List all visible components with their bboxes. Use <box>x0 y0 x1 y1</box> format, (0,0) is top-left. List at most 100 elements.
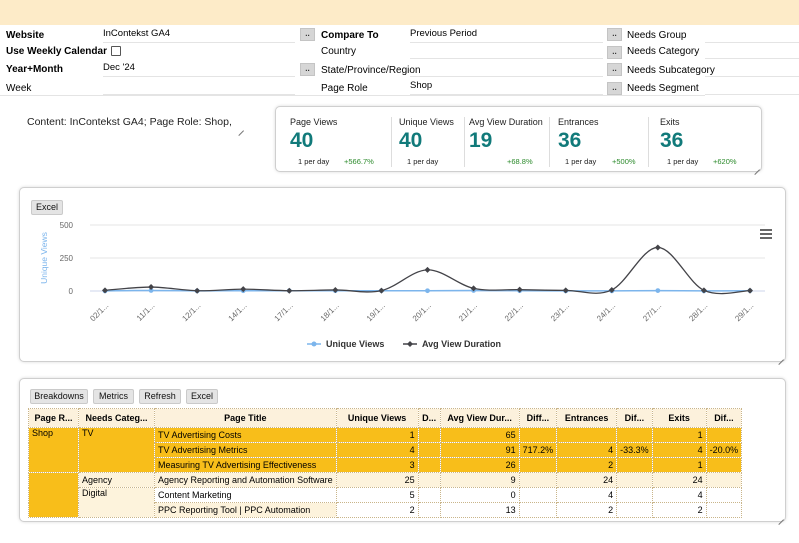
needs-segment-label: Needs Segment <box>627 83 699 94</box>
cell-unique-views: 2 <box>335 502 419 518</box>
cell-page-title: PPC Reporting Tool | PPC Automation <box>154 502 337 518</box>
weekly-calendar-checkbox[interactable] <box>111 46 121 56</box>
grid-excel-button[interactable]: Excel <box>186 389 218 404</box>
kpi-exits: Exits 36 1 per day +620% <box>660 117 750 175</box>
chart-resize-handle[interactable] <box>777 353 784 360</box>
table-row[interactable]: Digital Content Marketing 5 0 4 4 <box>29 487 743 518</box>
country-field[interactable] <box>410 43 603 59</box>
compare-to-dropdown-button[interactable]: .. <box>607 28 622 41</box>
col-diff[interactable]: Diff... <box>518 408 558 428</box>
cell-entrances: 2 <box>556 502 618 518</box>
y-axis-label: Unique Views <box>39 232 49 284</box>
cell-dif-entrances: -33.3% <box>616 442 653 458</box>
metrics-button[interactable]: Metrics <box>93 389 134 404</box>
cell-needs-category: Agency <box>78 472 155 488</box>
data-point <box>562 287 569 294</box>
table-row[interactable]: PPC Reporting Tool | PPC Automation 2 13… <box>29 502 743 518</box>
kpi-panel: Page Views 40 1 per day +566.7% Unique V… <box>275 106 762 172</box>
table-row[interactable]: Agency Agency Reporting and Automation S… <box>28 472 743 518</box>
legend-marker <box>311 341 317 347</box>
legend-label: Unique Views <box>326 339 384 349</box>
kpi-change: +500% <box>612 157 636 166</box>
cell-page-title: Agency Reporting and Automation Software <box>154 472 337 488</box>
cell-avg-view-duration: 65 <box>439 427 520 443</box>
col-dif-entrances[interactable]: Dif... <box>616 408 653 428</box>
col-unique-views[interactable]: Unique Views <box>335 408 419 428</box>
kpi-resize-handle[interactable] <box>753 163 760 170</box>
cell-dif-exits <box>705 427 743 443</box>
cell-page-title: Content Marketing <box>154 487 337 503</box>
col-page-role[interactable]: Page R... <box>28 408 79 428</box>
cell-unique-views: 3 <box>335 457 419 473</box>
breakdowns-button[interactable]: Breakdowns <box>30 389 88 404</box>
website-dropdown-button[interactable]: .. <box>300 28 315 41</box>
kpi-per-day: 1 per day <box>565 157 597 166</box>
cell-dif-exits <box>705 472 743 488</box>
cell-avg-view-duration: 0 <box>439 487 520 503</box>
x-tick-label: 27/1... <box>641 301 663 323</box>
yearmonth-dropdown-button[interactable]: .. <box>300 63 315 76</box>
cell-avg-view-duration: 9 <box>439 472 520 488</box>
cell-unique-views: 1 <box>335 427 419 443</box>
col-page-title[interactable]: Page Title <box>154 408 337 428</box>
hamburger-menu-icon[interactable] <box>760 229 772 239</box>
table-row[interactable]: Measuring TV Advertising Effectiveness 3… <box>29 457 743 473</box>
kpi-per-day: 1 per day <box>298 157 330 166</box>
state-field[interactable] <box>410 61 603 77</box>
data-point <box>286 287 293 294</box>
col-d[interactable]: D... <box>417 408 441 428</box>
cell-avg-view-duration: 26 <box>439 457 520 473</box>
cell-diff <box>518 487 558 503</box>
website-field[interactable]: InContekst GA4 <box>103 27 295 43</box>
content-description: Content: InContekst GA4; Page Role: Shop… <box>27 116 232 128</box>
grid-resize-handle[interactable] <box>777 513 784 520</box>
x-tick-label: 18/1... <box>319 301 341 323</box>
chart-panel: Excel 0 250 500 Unique Views 02/1... 11/1... 1… <box>19 187 786 362</box>
y-tick-label: 250 <box>60 254 74 263</box>
data-point <box>102 287 108 294</box>
cell-diff <box>518 472 558 488</box>
x-tick-label: 19/1... <box>365 301 387 323</box>
cell-page-role: Shop <box>28 427 79 473</box>
cell-diff <box>518 457 558 473</box>
data-point <box>332 286 339 293</box>
y-tick-label: 500 <box>60 221 74 230</box>
col-avg-view-duration[interactable]: Avg View Dur... <box>439 408 520 428</box>
col-dif-exits[interactable]: Dif... <box>705 408 743 428</box>
needs-category-label: Needs Category <box>627 46 700 57</box>
page-role-field[interactable]: Shop <box>410 79 603 95</box>
kpi-per-day: 1 per day <box>667 157 699 166</box>
table-row[interactable]: Shop TV TV Advertising Costs 1 65 1 <box>28 427 743 473</box>
page-role-dropdown-button[interactable]: .. <box>607 82 622 95</box>
week-divider <box>0 95 315 96</box>
compare-to-label: Compare To <box>321 30 379 41</box>
x-tick-label: 29/1... <box>733 301 755 323</box>
col-entrances[interactable]: Entrances <box>556 408 618 428</box>
line-chart: 0 250 500 Unique Views 02/1... 11/1... 12/1...… <box>39 221 772 349</box>
needs-segment-divider <box>705 94 799 95</box>
yearmonth-field[interactable]: Dec '24 <box>103 61 295 77</box>
content-resize-handle[interactable] <box>237 124 244 131</box>
data-point <box>240 286 247 293</box>
needs-group-divider <box>705 42 799 43</box>
week-field[interactable] <box>103 79 295 95</box>
cell-page-title: Measuring TV Advertising Effectiveness <box>154 457 337 473</box>
kpi-value: 19 <box>469 129 493 152</box>
legend-marker <box>407 341 413 347</box>
compare-to-field[interactable]: Previous Period <box>410 27 603 43</box>
col-exits[interactable]: Exits <box>651 408 707 428</box>
x-tick-label: 17/1... <box>273 301 295 323</box>
refresh-button[interactable]: Refresh <box>139 389 181 404</box>
kpi-change: +68.8% <box>507 157 533 166</box>
cell-dif-entrances <box>616 487 653 503</box>
cell-exits: 1 <box>651 457 707 473</box>
data-point <box>654 244 661 251</box>
chart-excel-button[interactable]: Excel <box>31 200 63 215</box>
col-needs-category[interactable]: Needs Categ... <box>78 408 155 428</box>
state-dropdown-button[interactable]: .. <box>607 63 622 76</box>
page-role-label: Page Role <box>321 83 368 94</box>
cell-diff <box>518 502 558 518</box>
x-tick-label: 24/1... <box>595 301 617 323</box>
country-dropdown-button[interactable]: .. <box>607 46 622 59</box>
kpi-divider <box>464 117 465 167</box>
